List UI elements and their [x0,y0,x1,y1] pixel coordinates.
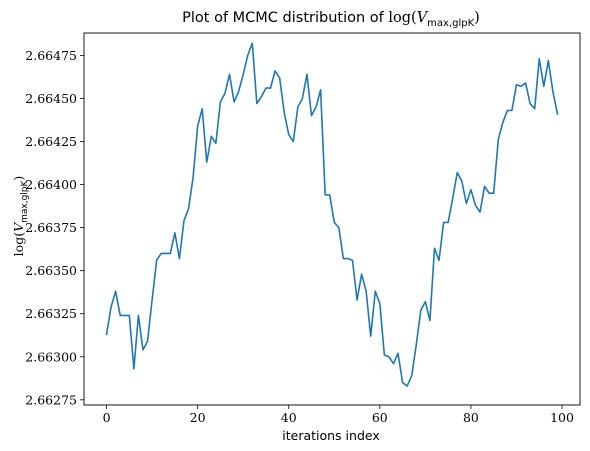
x-tick-label: 100 [550,410,574,425]
x-tick-label: 0 [103,410,111,425]
y-tick-label: 2.66425 [25,134,77,149]
y-tick-label: 2.66275 [25,392,77,407]
x-axis-label: iterations index [282,428,380,443]
series-line [105,42,559,387]
axes-frame [83,32,581,406]
axis-ticks: 0 20 40 60 80 100 2.66275 2.66300 2.66325 2.66350… [25,48,574,425]
x-tick-label: 20 [190,410,206,425]
chart-title: Plot of MCMC distribution of log(Vmax,gl… [182,10,480,29]
y-tick-label: 2.66475 [25,48,77,63]
y-tick-label: 2.66450 [25,91,77,106]
y-tick-label: 2.66400 [25,177,77,192]
y-axis-label: log(Vmax,glpK) [11,176,30,257]
y-tick-label: 2.66325 [25,306,77,321]
y-tick-label: 2.66350 [25,263,77,278]
x-tick-label: 60 [372,410,388,425]
y-tick-label: 2.66300 [25,349,77,364]
x-tick-label: 80 [463,410,479,425]
x-tick-label: 40 [281,410,297,425]
y-tick-label: 2.66375 [25,220,77,235]
plot-area [105,42,559,387]
